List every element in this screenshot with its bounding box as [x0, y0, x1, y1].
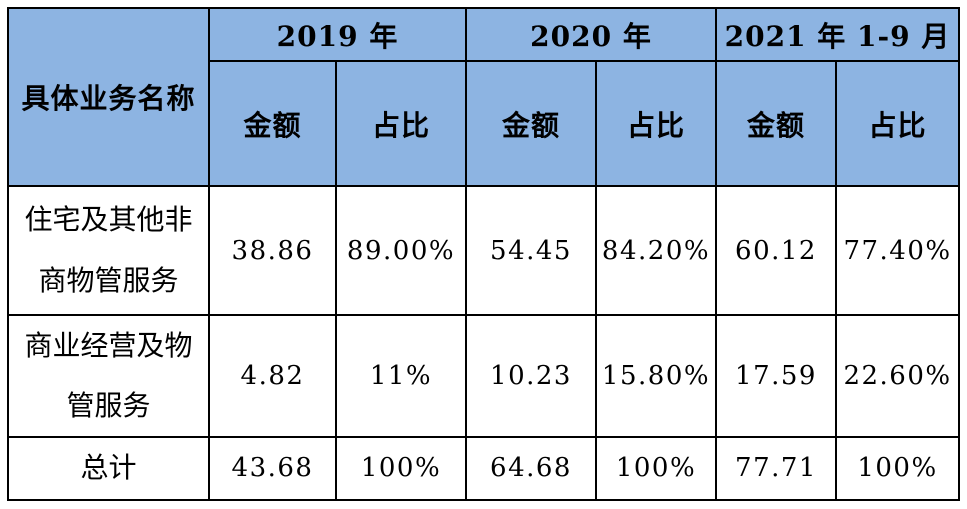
- row-name-commercial: 商业经营及物 管服务: [7, 313, 210, 439]
- cell-2020-share: 100%: [595, 436, 717, 501]
- header-sub-row: 金额 占比 金额 占比 金额 占比: [8, 60, 961, 187]
- cell-2019-amount: 4.82: [208, 313, 337, 439]
- cell-2021-amount: 60.12: [715, 185, 837, 316]
- row-name-line: 住宅及其他非: [24, 203, 193, 237]
- cell-2021-share: 77.40%: [834, 185, 961, 316]
- cell-2020-amount: 64.68: [465, 436, 597, 501]
- row-name-line: 商业经营及物: [24, 329, 193, 362]
- header-year-row: 具体业务名称 2019 年 2020 年 2021 年 1-9 月: [7, 7, 961, 187]
- cell-2019-share: 100%: [335, 436, 467, 501]
- table-row-commercial: 商业经营及物 管服务 4.82 11% 10.23 15.80% 17.59 2…: [7, 313, 961, 439]
- header-amount-2021: 金额: [715, 60, 837, 187]
- cell-2020-share: 84.20%: [595, 185, 717, 316]
- cell-2021-share: 22.60%: [834, 313, 961, 439]
- row-name-line: 管服务: [66, 389, 151, 423]
- table-row-residential: 住宅及其他非 商物管服务 38.86 89.00% 54.45 84.20% 6…: [7, 185, 961, 316]
- cell-2019-share: 11%: [335, 313, 467, 439]
- header-amount-2019: 金额: [208, 60, 337, 187]
- business-revenue-table: 具体业务名称 2019 年 2020 年 2021 年 1-9 月 金额 占比 …: [7, 7, 961, 501]
- header-year-2019: 2019 年: [208, 7, 467, 62]
- header-share-2019: 占比: [335, 60, 467, 187]
- cell-2020-amount: 54.45: [465, 185, 597, 316]
- cell-2019-share: 89.00%: [335, 185, 467, 316]
- header-share-2020: 占比: [595, 60, 717, 187]
- row-name-line: 总计: [80, 451, 137, 485]
- cell-2021-amount: 77.71: [715, 436, 837, 501]
- table-row-total: 总计 43.68 100% 64.68 100% 77.71 100%: [7, 436, 961, 501]
- header-year-2020: 2020 年: [465, 7, 717, 62]
- cell-2020-share: 15.80%: [595, 313, 717, 439]
- header-business-name: 具体业务名称: [7, 7, 210, 187]
- row-name-line: 商物管服务: [38, 263, 179, 297]
- cell-2019-amount: 43.68: [208, 436, 337, 501]
- header-year-2021: 2021 年 1-9 月: [714, 7, 961, 62]
- header-share-2021: 占比: [834, 60, 961, 187]
- cell-2021-amount: 17.59: [715, 313, 837, 439]
- cell-2020-amount: 10.23: [465, 313, 597, 439]
- row-name-residential: 住宅及其他非 商物管服务: [7, 185, 210, 316]
- header-amount-2020: 金额: [465, 60, 597, 187]
- row-name-total: 总计: [7, 436, 210, 501]
- cell-2021-share: 100%: [834, 436, 961, 501]
- cell-2019-amount: 38.86: [208, 185, 337, 316]
- document-page: 具体业务名称 2019 年 2020 年 2021 年 1-9 月 金额 占比 …: [0, 7, 967, 509]
